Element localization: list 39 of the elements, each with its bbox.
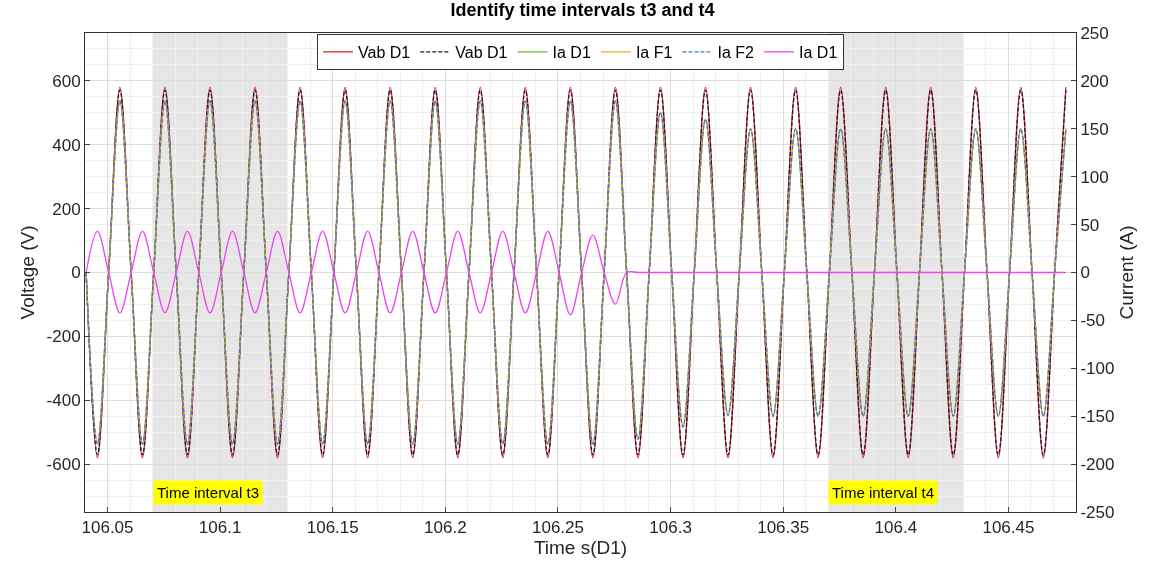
legend-label: Ia D1 — [799, 44, 838, 62]
y-axis-title: Voltage (V) — [17, 225, 39, 320]
y-tick-label: 0 — [71, 263, 81, 283]
x-axis-title: Time s(D1) — [533, 537, 628, 559]
band-label: Time interval t4 — [832, 484, 934, 501]
band-label: Time interval t3 — [157, 484, 259, 501]
y2-tick-label: -150 — [1080, 407, 1115, 427]
x-tick-label: 106.45 — [982, 518, 1035, 538]
y-tick-label: 600 — [52, 71, 81, 91]
y-tick-label: 400 — [52, 135, 81, 155]
y-tick-label: -400 — [46, 391, 81, 411]
y2-tick-label: 0 — [1080, 263, 1090, 283]
legend-label: Ia F1 — [635, 44, 673, 62]
y-tick-label: -200 — [46, 327, 81, 347]
x-tick-label: 106.2 — [424, 518, 467, 538]
legend-label: Vab D1 — [358, 44, 411, 62]
y2-tick-label: 50 — [1080, 215, 1100, 235]
y2-tick-label: 250 — [1080, 23, 1109, 43]
legend-label: Vab D1 — [455, 44, 508, 62]
x-tick-label: 106.25 — [531, 518, 584, 538]
x-tick-label: 106.15 — [306, 518, 359, 538]
y2-tick-label: 100 — [1080, 167, 1109, 187]
y-tick-label: -600 — [46, 455, 81, 475]
x-tick-label: 106.3 — [649, 518, 692, 538]
y2-tick-label: -200 — [1080, 455, 1115, 475]
x-tick-label: 106.35 — [757, 518, 810, 538]
y2-tick-label: 200 — [1080, 71, 1109, 91]
chart-title: Identify time intervals t3 and t4 — [450, 0, 715, 20]
x-tick-label: 106.05 — [81, 518, 134, 538]
y2-tick-label: -100 — [1080, 359, 1115, 379]
legend-label: Ia F2 — [717, 44, 755, 62]
legend-label: Ia D1 — [552, 44, 591, 62]
x-tick-label: 106.4 — [874, 518, 918, 538]
y2-axis-title: Current (A) — [1116, 225, 1138, 320]
y2-tick-label: -50 — [1080, 311, 1105, 331]
x-tick-label: 106.1 — [198, 518, 242, 538]
y2-tick-label: 150 — [1080, 119, 1109, 139]
y-tick-label: 200 — [52, 199, 81, 219]
y2-tick-label: -250 — [1080, 502, 1115, 522]
